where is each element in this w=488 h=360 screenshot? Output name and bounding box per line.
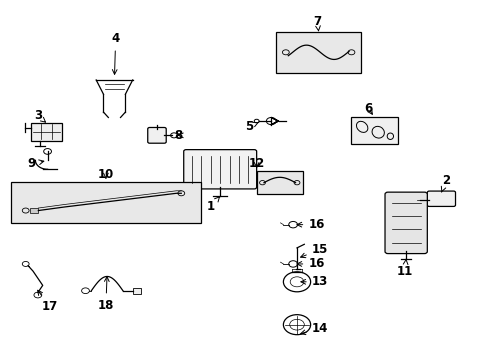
Text: 2: 2 [441, 174, 449, 192]
Text: 11: 11 [396, 259, 412, 278]
Bar [30, 123, 62, 141]
Text: 16: 16 [296, 218, 324, 231]
Text: 3: 3 [34, 109, 45, 122]
Text: 13: 13 [300, 275, 327, 288]
Bar [351, 117, 397, 144]
Text: 8: 8 [174, 129, 183, 142]
Bar [132, 288, 141, 294]
Text: 15: 15 [300, 243, 327, 258]
FancyBboxPatch shape [384, 192, 427, 253]
Text: 14: 14 [300, 322, 327, 335]
Text: 7: 7 [313, 14, 321, 31]
Text: 10: 10 [98, 168, 114, 181]
Bar [276, 32, 361, 73]
Bar [30, 208, 38, 213]
Text: 9: 9 [27, 157, 44, 170]
FancyBboxPatch shape [147, 127, 166, 143]
Bar [256, 171, 302, 194]
Text: 16: 16 [296, 257, 324, 270]
Text: 6: 6 [364, 102, 372, 115]
FancyBboxPatch shape [427, 191, 455, 206]
Text: 17: 17 [38, 290, 58, 313]
Text: 18: 18 [98, 277, 114, 311]
Text: 5: 5 [245, 120, 258, 133]
Text: 4: 4 [111, 32, 120, 74]
Bar [11, 182, 201, 223]
Text: 1: 1 [206, 197, 219, 213]
Text: 12: 12 [248, 157, 264, 170]
FancyBboxPatch shape [183, 150, 256, 189]
